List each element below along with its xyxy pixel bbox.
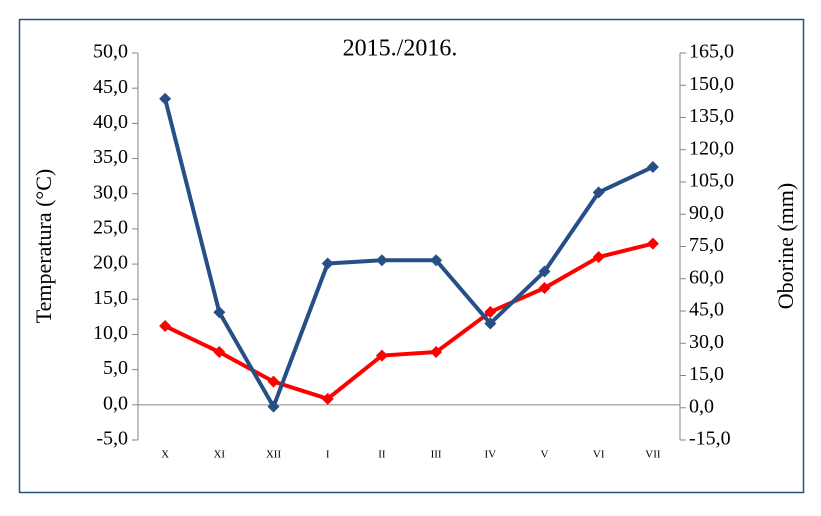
y2-tick-label: 30,0 <box>689 331 724 353</box>
x-tick-label: X <box>161 449 169 461</box>
y-tick-label: 50,0 <box>93 41 128 63</box>
data-point <box>484 305 497 318</box>
data-point <box>484 317 497 330</box>
chart-frame <box>18 18 805 494</box>
x-tick-label: VI <box>593 449 605 461</box>
y2-tick-label: 150,0 <box>689 73 734 95</box>
data-point <box>430 254 443 267</box>
y-tick-label: 45,0 <box>93 76 128 98</box>
data-point <box>321 257 334 270</box>
data-point <box>375 254 388 267</box>
y2-tick-label: 0,0 <box>689 395 714 417</box>
y2-tick-label: 45,0 <box>689 299 724 321</box>
data-point <box>321 392 334 405</box>
y-tick-label: 10,0 <box>93 322 128 344</box>
y-tick-label: 30,0 <box>93 181 128 203</box>
y-tick-label: -5,0 <box>96 428 128 450</box>
y2-tick-label: 165,0 <box>689 41 734 63</box>
y2-tick-label: 15,0 <box>689 363 724 385</box>
x-tick-label: XI <box>213 449 225 461</box>
chart-title: 2015./2016. <box>343 36 458 62</box>
x-tick-label: III <box>431 449 442 461</box>
y2-tick-label: 105,0 <box>689 170 734 192</box>
y2-tick-label: 90,0 <box>689 202 724 224</box>
x-tick-label: XII <box>266 449 282 461</box>
x-tick-label: V <box>541 449 549 461</box>
data-point <box>213 346 226 359</box>
data-point <box>646 160 659 173</box>
data-point <box>375 349 388 362</box>
y-axis-label: Temperatura (°C) <box>31 169 56 323</box>
x-tick-label: I <box>326 449 330 461</box>
x-tick-label: VII <box>645 449 661 461</box>
y2-tick-label: 135,0 <box>689 105 734 127</box>
y2-tick-label: 120,0 <box>689 137 734 159</box>
data-point <box>159 92 172 105</box>
data-point <box>267 400 280 413</box>
y2-tick-label: -15,0 <box>689 428 731 450</box>
x-tick-label: II <box>378 449 386 461</box>
y-tick-label: 20,0 <box>93 252 128 274</box>
data-point <box>267 375 280 388</box>
y2-tick-label: 75,0 <box>689 234 724 256</box>
data-point <box>213 306 226 319</box>
x-tick-label: IV <box>484 449 496 461</box>
data-point <box>159 320 172 333</box>
series-line <box>164 241 654 401</box>
y-tick-label: 25,0 <box>93 217 128 239</box>
data-point <box>592 251 605 264</box>
data-point <box>430 346 443 359</box>
y-tick-label: 0,0 <box>103 392 128 414</box>
data-point <box>646 237 659 250</box>
data-point <box>538 265 551 278</box>
series-line <box>163 98 654 409</box>
data-point <box>592 186 605 199</box>
data-point <box>538 282 551 295</box>
y2-axis-label: Oborine (mm) <box>773 183 798 309</box>
y2-tick-label: 60,0 <box>689 266 724 288</box>
y-tick-label: 15,0 <box>93 287 128 309</box>
y-tick-label: 40,0 <box>93 111 128 133</box>
y-tick-label: 35,0 <box>93 146 128 168</box>
y-tick-label: 5,0 <box>103 357 128 379</box>
